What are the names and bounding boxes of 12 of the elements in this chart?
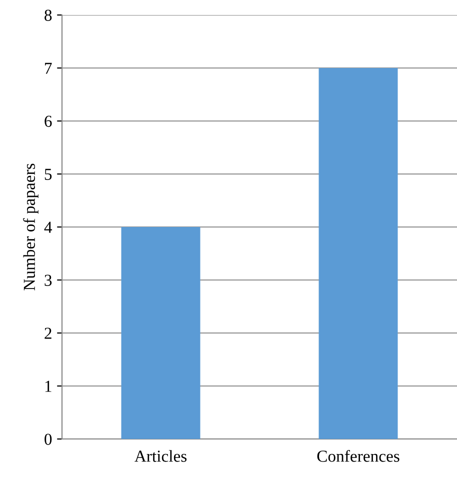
y-tick-label: 8: [44, 10, 52, 21]
y-tick-label: 4: [44, 222, 52, 233]
y-axis-title: Number of papaers: [23, 164, 38, 290]
x-tick-label: Articles: [134, 450, 187, 462]
y-tick-label: 5: [44, 168, 52, 180]
y-tick-label: 1: [45, 380, 52, 392]
y-tick-label: 3: [44, 274, 52, 286]
y-tick-label: 6: [44, 116, 52, 127]
y-tick-label: 0: [44, 434, 52, 445]
x-tick-label: Conferences: [317, 450, 400, 462]
y-tick-label: 7: [45, 62, 52, 74]
y-tick-label: 2: [44, 328, 52, 339]
